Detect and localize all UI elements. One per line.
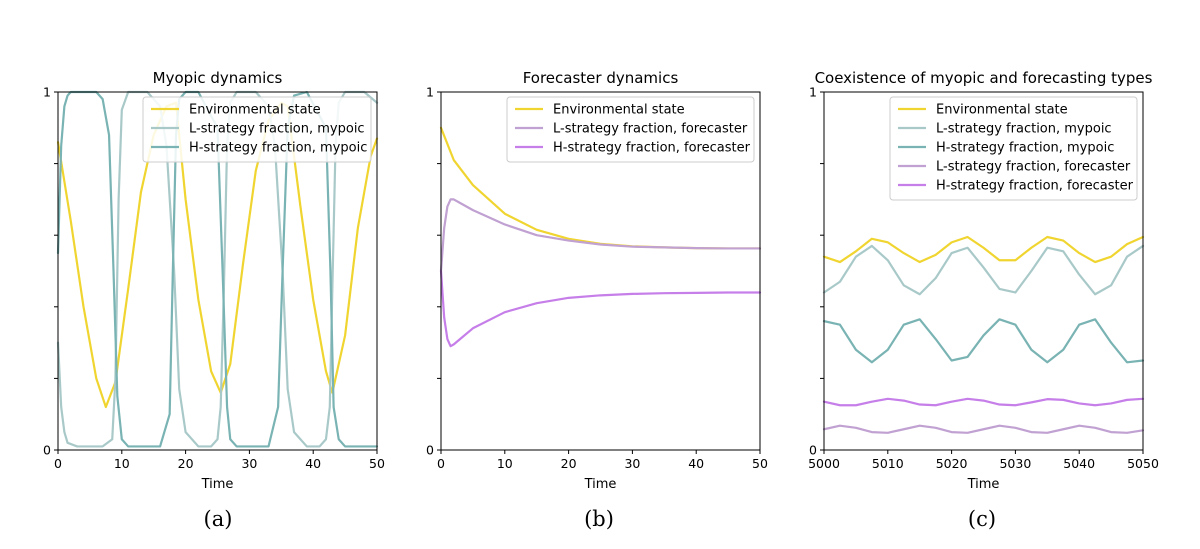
legend-label: L-strategy fraction, mypoic — [936, 122, 1112, 137]
chart-title: Coexistence of myopic and forecasting ty… — [815, 69, 1153, 87]
legend-box — [889, 96, 1138, 201]
x-tick-label: 30 — [624, 456, 640, 471]
panel-label: (b) — [584, 507, 614, 531]
axes-frame — [823, 91, 1144, 451]
legend-label: Environmental state — [936, 103, 1068, 118]
y-tick-label: 1 — [809, 85, 817, 100]
x-tick-label: 50 — [752, 456, 768, 471]
chart-panel-2: 0 10 20 30 40 50 0 1 Forecaster dynamics Time (b) E… — [426, 69, 768, 531]
legend: Environmental state L-strategy fraction, … — [506, 96, 755, 163]
series-line-l-strategy-fraction-forecaster — [822, 424, 1145, 434]
series-line-h-strategy-fraction-forecaster — [822, 397, 1145, 407]
series-line-l-strategy-fraction-mypoic — [822, 244, 1145, 296]
chart-title: Myopic dynamics — [153, 69, 283, 87]
legend-label: L-strategy fraction, mypoic — [189, 122, 365, 137]
legend-box — [142, 96, 372, 163]
series-lines — [439, 126, 762, 348]
x-axis-label: Time — [967, 477, 1000, 492]
x-tick-label: 40 — [305, 456, 321, 471]
series-line-l-strategy-fraction-mypoic — [56, 90, 379, 448]
legend-label: H-strategy fraction, forecaster — [553, 141, 751, 156]
x-axis-label: Time — [201, 477, 234, 492]
series-line-l-strategy-fraction-forecaster — [439, 198, 762, 273]
axes-frame — [57, 91, 378, 451]
series-line-h-strategy-fraction-mypoic — [822, 318, 1145, 364]
x-tick-label: 30 — [241, 456, 257, 471]
x-tick-label: 10 — [497, 456, 513, 471]
legend-box — [506, 96, 755, 163]
x-tick-label: 5040 — [1063, 456, 1095, 471]
x-axis-label: Time — [584, 477, 617, 492]
legend: Environmental state L-strategy fraction, … — [889, 96, 1138, 201]
x-tick-label: 5030 — [999, 456, 1031, 471]
legend: Environmental state L-strategy fraction, … — [142, 96, 372, 163]
x-tick-label: 0 — [437, 456, 445, 471]
x-tick-label: 20 — [178, 456, 194, 471]
y-tick-label: 1 — [43, 85, 51, 100]
legend-label: H-strategy fraction, mypoic — [189, 141, 367, 156]
x-tick-label: 20 — [561, 456, 577, 471]
chart-title: Forecaster dynamics — [523, 69, 679, 87]
legend-label: H-strategy fraction, mypoic — [936, 141, 1114, 156]
legend-label: L-strategy fraction, forecaster — [553, 122, 748, 137]
panel-label: (c) — [968, 507, 996, 531]
panel-label: (a) — [204, 507, 233, 531]
legend-label: Environmental state — [553, 103, 685, 118]
x-tick-label: 5020 — [936, 456, 968, 471]
series-line-environmental-state — [822, 235, 1145, 264]
x-tick-label: 40 — [688, 456, 704, 471]
x-tick-label: 50 — [369, 456, 385, 471]
x-tick-label: 0 — [54, 456, 62, 471]
x-tick-label: 5050 — [1127, 456, 1159, 471]
x-tick-label: 10 — [114, 456, 130, 471]
y-tick-label: 0 — [426, 443, 434, 458]
y-tick-label: 0 — [43, 443, 51, 458]
axes-frame — [440, 91, 761, 451]
y-tick-label: 1 — [426, 85, 434, 100]
chart-panel-1: 0 10 20 30 40 50 0 1 Myopic dynamics Time (a) Envir… — [43, 69, 385, 531]
y-tick-label: 0 — [809, 443, 817, 458]
legend-label: L-strategy fraction, forecaster — [936, 160, 1131, 175]
x-tick-label: 5000 — [808, 456, 840, 471]
x-tick-label: 5010 — [872, 456, 904, 471]
legend-label: Environmental state — [189, 103, 321, 118]
series-lines — [822, 235, 1145, 434]
series-line-h-strategy-fraction-forecaster — [439, 269, 762, 348]
legend-label: H-strategy fraction, forecaster — [936, 179, 1134, 194]
